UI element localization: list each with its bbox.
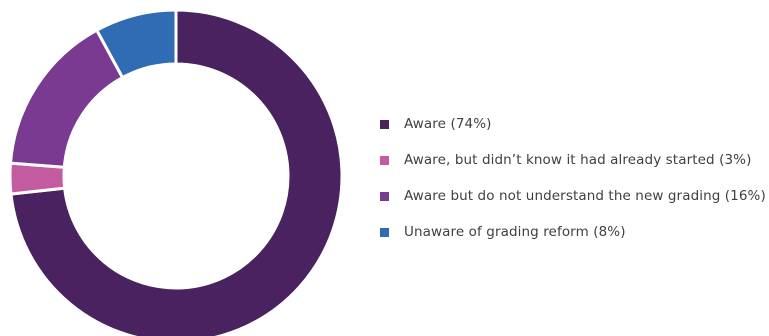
chart-legend: Aware (74%) Aware, but didn’t know it ha… <box>380 106 769 250</box>
legend-swatch <box>380 227 389 237</box>
legend-swatch <box>380 119 389 129</box>
legend-item-unaware: Unaware of grading reform (8%) <box>380 214 769 250</box>
slice-aware <box>9 8 344 336</box>
legend-swatch <box>380 191 389 201</box>
legend-item-aware-not-started: Aware, but didn’t know it had already st… <box>380 142 769 178</box>
legend-swatch <box>380 155 389 165</box>
slice-unaware <box>94 8 178 80</box>
legend-item-aware-not-understand: Aware but do not understand the new grad… <box>380 178 769 214</box>
legend-label: Aware, but didn’t know it had already st… <box>404 152 752 168</box>
legend-label: Aware (74%) <box>404 116 492 132</box>
legend-label: Unaware of grading reform (8%) <box>404 224 626 240</box>
legend-label: Aware but do not understand the new grad… <box>404 188 766 204</box>
legend-item-aware: Aware (74%) <box>380 106 769 142</box>
donut-chart <box>8 8 344 336</box>
slice-aware-not-understand <box>8 28 125 169</box>
